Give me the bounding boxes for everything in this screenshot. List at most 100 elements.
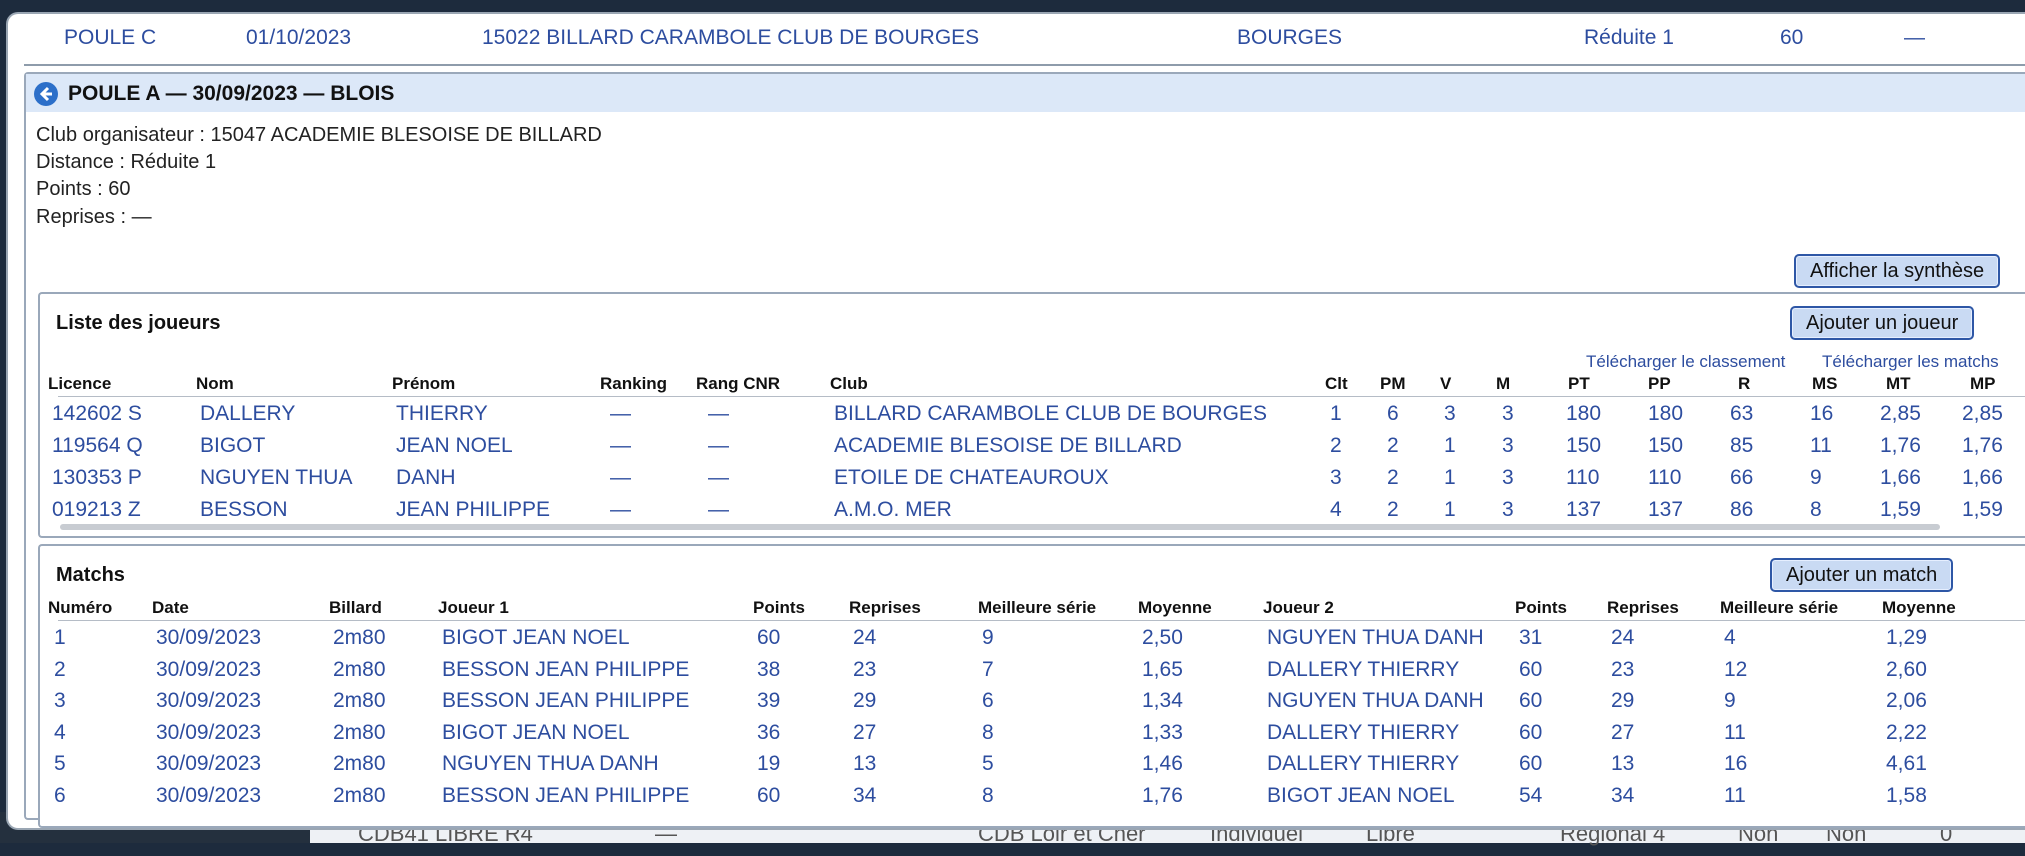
match-cell[interactable]: 60 bbox=[757, 784, 781, 807]
player-cell[interactable]: 137 bbox=[1566, 498, 1602, 521]
match-cell[interactable]: 4 bbox=[54, 720, 66, 744]
player-cell[interactable]: 4 bbox=[1330, 498, 1342, 521]
match-cell[interactable]: NGUYEN THUA DANH bbox=[442, 752, 659, 776]
player-cell[interactable]: 3 bbox=[1444, 402, 1456, 425]
match-cell[interactable]: 8 bbox=[982, 720, 994, 744]
player-cell[interactable]: NGUYEN THUA bbox=[200, 466, 353, 489]
match-cell[interactable]: 24 bbox=[853, 626, 877, 649]
match-cell[interactable]: 4 bbox=[1724, 626, 1736, 649]
match-cell[interactable]: 60 bbox=[1519, 689, 1543, 713]
player-cell[interactable]: 1,59 bbox=[1962, 498, 2003, 521]
match-cell[interactable]: 5 bbox=[54, 752, 66, 776]
match-cell[interactable]: BESSON JEAN PHILIPPE bbox=[442, 689, 690, 713]
player-cell[interactable]: 137 bbox=[1648, 498, 1684, 521]
match-cell[interactable]: 7 bbox=[982, 657, 994, 681]
player-cell[interactable]: 3 bbox=[1502, 434, 1514, 457]
player-cell[interactable]: THIERRY bbox=[396, 402, 488, 425]
match-cell[interactable]: 60 bbox=[1519, 720, 1543, 744]
match-cell[interactable]: 11 bbox=[1724, 784, 1746, 807]
download-ranking-link[interactable]: Télécharger le classement bbox=[1586, 352, 1786, 371]
player-cell[interactable]: 11 bbox=[1810, 434, 1832, 457]
player-cell[interactable]: 019213 Z bbox=[52, 498, 141, 521]
match-cell[interactable]: 13 bbox=[853, 752, 877, 776]
player-cell[interactable]: 2 bbox=[1387, 498, 1399, 521]
match-cell[interactable]: 29 bbox=[1611, 689, 1635, 713]
player-cell[interactable]: 66 bbox=[1730, 466, 1754, 489]
match-cell[interactable]: 30/09/2023 bbox=[156, 657, 262, 681]
player-cell[interactable]: 2 bbox=[1387, 466, 1399, 489]
player-cell[interactable]: JEAN PHILIPPE bbox=[396, 498, 551, 521]
player-cell[interactable]: ACADEMIE BLESOISE DE BILLARD bbox=[834, 434, 1182, 457]
match-cell[interactable]: 1,58 bbox=[1886, 784, 1927, 807]
match-cell[interactable]: NGUYEN THUA DANH bbox=[1267, 689, 1484, 713]
match-cell[interactable]: 2m80 bbox=[333, 784, 386, 807]
player-cell[interactable]: 1,66 bbox=[1880, 466, 1921, 489]
player-cell[interactable]: 130353 P bbox=[52, 466, 142, 489]
match-cell[interactable]: 13 bbox=[1611, 752, 1635, 776]
player-cell[interactable]: 180 bbox=[1566, 402, 1602, 425]
match-cell[interactable]: 12 bbox=[1724, 657, 1748, 681]
match-cell[interactable]: DALLERY THIERRY bbox=[1267, 752, 1460, 776]
match-cell[interactable]: 2 bbox=[54, 657, 66, 681]
match-cell[interactable]: 27 bbox=[853, 720, 877, 744]
player-cell[interactable]: 180 bbox=[1648, 402, 1684, 425]
match-cell[interactable]: 9 bbox=[982, 626, 994, 649]
player-cell[interactable]: 1 bbox=[1444, 434, 1456, 457]
player-cell[interactable]: — bbox=[610, 498, 631, 521]
match-cell[interactable]: 6 bbox=[54, 784, 66, 807]
match-cell[interactable]: 2,06 bbox=[1886, 689, 1927, 713]
player-cell[interactable]: 9 bbox=[1810, 466, 1822, 489]
player-cell[interactable]: 63 bbox=[1730, 402, 1754, 425]
match-cell[interactable]: 9 bbox=[1724, 689, 1736, 713]
match-cell[interactable]: 1,76 bbox=[1142, 784, 1183, 807]
match-cell[interactable]: 8 bbox=[982, 784, 994, 807]
players-scrollbar[interactable] bbox=[60, 524, 1940, 530]
player-cell[interactable]: 1,66 bbox=[1962, 466, 2003, 489]
match-cell[interactable]: 30/09/2023 bbox=[156, 689, 262, 713]
player-cell[interactable]: 85 bbox=[1730, 434, 1754, 457]
add-match-button[interactable]: Ajouter un match bbox=[1770, 558, 1954, 592]
player-cell[interactable]: JEAN NOEL bbox=[396, 434, 513, 457]
match-cell[interactable]: 23 bbox=[1611, 657, 1635, 681]
player-cell[interactable]: BIGOT bbox=[200, 434, 266, 457]
player-cell[interactable]: 8 bbox=[1810, 498, 1822, 521]
player-cell[interactable]: 150 bbox=[1648, 434, 1684, 457]
player-cell[interactable]: 1,76 bbox=[1880, 434, 1921, 457]
player-cell[interactable]: 150 bbox=[1566, 434, 1602, 457]
match-cell[interactable]: 60 bbox=[757, 626, 781, 649]
player-cell[interactable]: 16 bbox=[1810, 402, 1834, 425]
player-cell[interactable]: 1 bbox=[1444, 466, 1456, 489]
player-cell[interactable]: 110 bbox=[1648, 466, 1682, 489]
afficher-synthese-button[interactable]: Afficher la synthèse bbox=[1794, 254, 2001, 288]
match-cell[interactable]: 2,60 bbox=[1886, 657, 1927, 681]
player-cell[interactable]: 1,76 bbox=[1962, 434, 2003, 457]
match-cell[interactable]: 34 bbox=[853, 784, 877, 807]
player-cell[interactable]: — bbox=[708, 498, 729, 521]
player-cell[interactable]: 1,59 bbox=[1880, 498, 1921, 521]
match-cell[interactable]: 1,46 bbox=[1142, 752, 1183, 776]
match-cell[interactable]: 3 bbox=[54, 689, 66, 713]
player-cell[interactable]: BESSON bbox=[200, 498, 288, 521]
match-cell[interactable]: 39 bbox=[757, 689, 781, 713]
player-cell[interactable]: 3 bbox=[1502, 402, 1514, 425]
match-cell[interactable]: 4,61 bbox=[1886, 752, 1927, 776]
match-cell[interactable]: 2m80 bbox=[333, 657, 386, 681]
match-cell[interactable]: BESSON JEAN PHILIPPE bbox=[442, 784, 690, 807]
match-cell[interactable]: BIGOT JEAN NOEL bbox=[442, 720, 630, 744]
match-cell[interactable]: 30/09/2023 bbox=[156, 720, 262, 744]
match-cell[interactable]: 2m80 bbox=[333, 752, 386, 776]
match-cell[interactable]: DALLERY THIERRY bbox=[1267, 720, 1460, 744]
match-cell[interactable]: 2,22 bbox=[1886, 720, 1927, 744]
add-player-button[interactable]: Ajouter un joueur bbox=[1790, 306, 1975, 340]
arrow-left-circle-icon[interactable] bbox=[34, 82, 58, 106]
player-cell[interactable]: 142602 S bbox=[52, 402, 142, 425]
match-cell[interactable]: 29 bbox=[853, 689, 877, 713]
match-cell[interactable]: NGUYEN THUA DANH bbox=[1267, 626, 1484, 649]
download-matches-link[interactable]: Télécharger les matchs bbox=[1822, 352, 1999, 371]
player-cell[interactable]: 1 bbox=[1330, 402, 1342, 425]
match-cell[interactable]: 16 bbox=[1724, 752, 1748, 776]
player-cell[interactable]: 3 bbox=[1330, 466, 1342, 489]
player-cell[interactable]: 110 bbox=[1566, 466, 1600, 489]
match-cell[interactable]: 34 bbox=[1611, 784, 1635, 807]
player-cell[interactable]: DALLERY bbox=[200, 402, 296, 425]
